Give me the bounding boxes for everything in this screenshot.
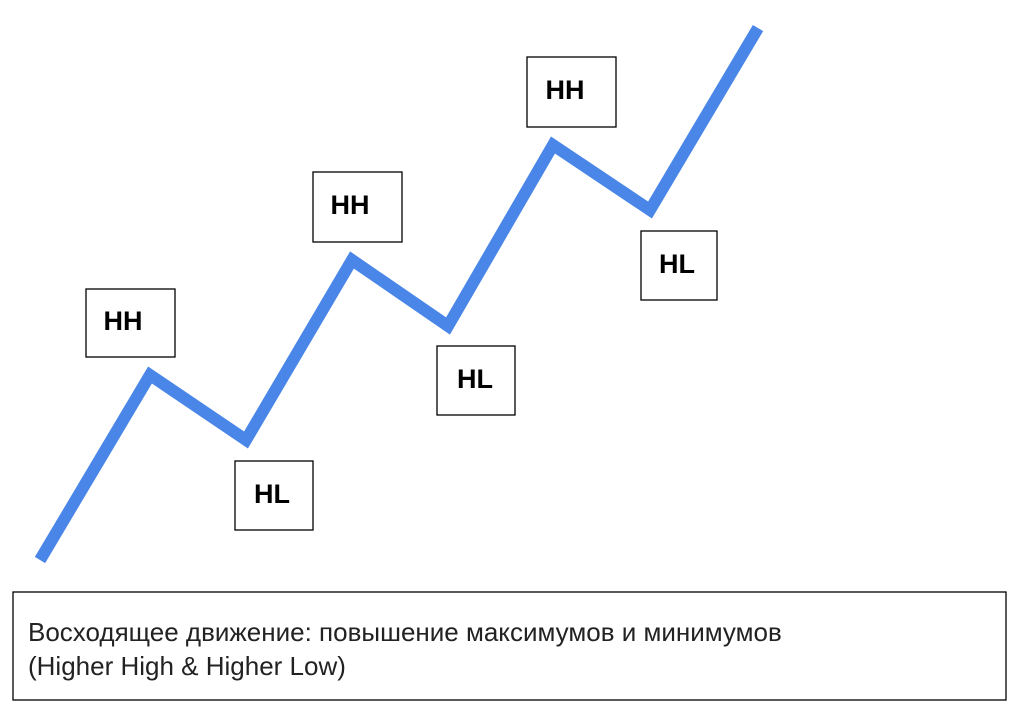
node-label: HL	[254, 479, 290, 509]
node-label: HH	[331, 190, 370, 220]
node-label: HH	[546, 75, 585, 105]
caption-line: Восходящее движение: повышение максимумо…	[28, 617, 782, 647]
label-box	[234, 460, 314, 531]
label-box	[436, 345, 516, 416]
node-label: HL	[457, 364, 493, 394]
caption-line: (Higher High & Higher Low)	[28, 651, 346, 681]
node-label: HH	[104, 306, 143, 336]
caption-box	[12, 591, 1007, 701]
label-box	[526, 56, 617, 128]
node-label: HL	[659, 249, 695, 279]
label-box	[312, 171, 403, 243]
label-box	[85, 288, 176, 358]
uptrend-line	[34, 24, 764, 564]
label-box	[640, 230, 718, 301]
